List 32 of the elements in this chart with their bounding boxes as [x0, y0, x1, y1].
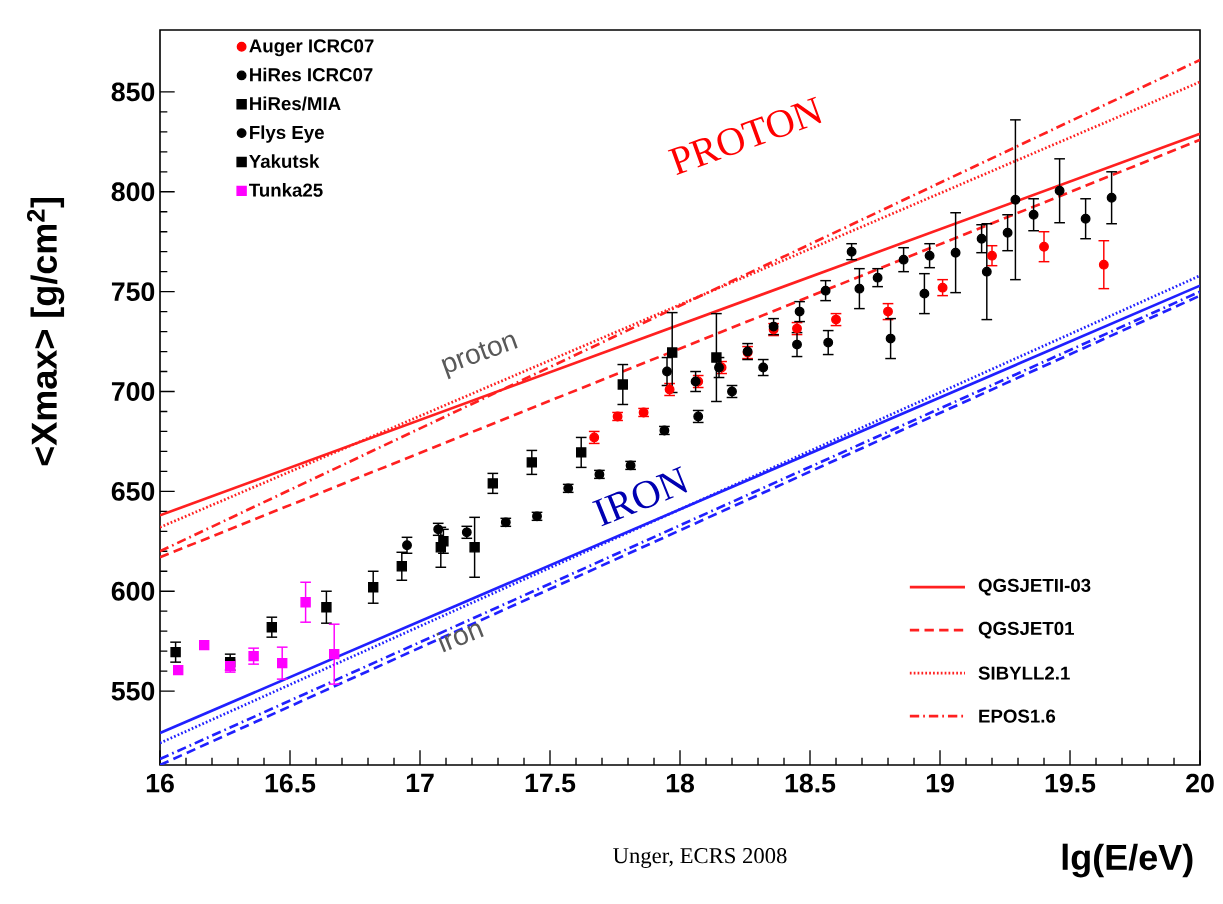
- y-axis-title: <Xmax> [g/cm$^{2}$]: [26, 197, 65, 466]
- x-tick-label: 16: [146, 773, 174, 793]
- legend-label: Tunka25: [249, 183, 323, 197]
- legend-label: EPOS1.6: [979, 709, 1056, 723]
- legend-label: Yakutsk: [249, 154, 320, 168]
- text: Unger, ECRS 2008: [613, 848, 787, 868]
- legend-label: Flys Eye: [250, 125, 324, 143]
- x-axis-title: lg(E/eV): [1062, 843, 1193, 878]
- legend-label: HiRes ICRC07: [250, 67, 373, 82]
- annotation: IRON: [592, 466, 688, 527]
- x-tick-label: 17: [406, 773, 434, 793]
- x-tick-label: 18.5: [785, 773, 836, 793]
- y-tick-label: 700: [111, 382, 155, 401]
- annotation: proton: [441, 334, 518, 380]
- legend-label: SIBYLL2.1: [978, 666, 1070, 680]
- x-tick-label: 19: [926, 773, 954, 793]
- y-tick-label: 850: [111, 82, 155, 102]
- x-tick-label: 18: [666, 773, 695, 793]
- y-tick-label: 650: [111, 481, 155, 501]
- y-tick-label: 600: [111, 581, 155, 601]
- x-tick-label: 20: [1186, 773, 1214, 793]
- y-tick-label: 800: [111, 182, 155, 202]
- x-tick-label: 19.5: [1045, 773, 1096, 793]
- y-tick-label: 550: [111, 681, 155, 701]
- x-tick-label: 17.5: [525, 773, 576, 793]
- annotation: iron: [436, 623, 484, 653]
- x-tick-label: 16.5: [265, 773, 316, 793]
- legend-label: Auger ICRC07: [249, 39, 374, 57]
- legend-label: QGSJET01: [978, 621, 1074, 639]
- legend-label: QGSJETII-03: [978, 578, 1091, 596]
- y-tick-label: 750: [111, 282, 155, 302]
- legend-label: HiRes/MIA: [250, 96, 341, 111]
